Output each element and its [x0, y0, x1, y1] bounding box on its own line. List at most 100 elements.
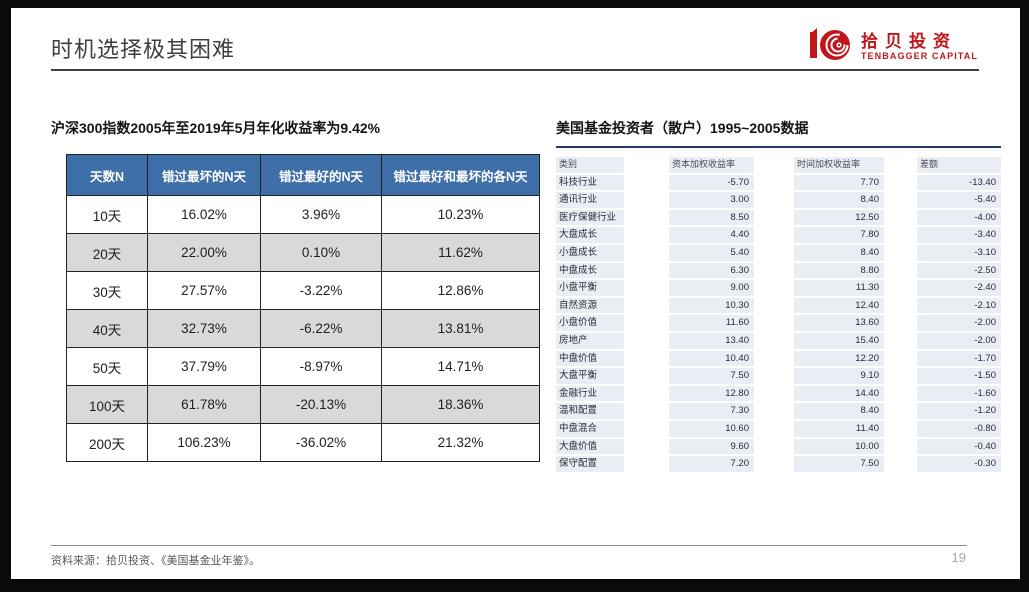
us-fund-table-cell: -0.30	[917, 456, 1001, 472]
hs300-table-cell: 10天	[66, 195, 148, 234]
us-fund-table-cell: -1.60	[917, 385, 1001, 402]
company-logo: 拾贝投资 TENBAGGER CAPITAL	[809, 25, 978, 70]
us-fund-table-cell: 12.50	[794, 209, 884, 226]
hs300-header-cell: 天数N	[66, 154, 148, 196]
us-fund-table-cell: 自然资源	[556, 297, 624, 314]
footer-divider	[51, 545, 967, 546]
us-fund-table-cell: 3.00	[669, 192, 754, 208]
logo-name-en: TENBAGGER CAPITAL	[860, 51, 978, 62]
hs300-table-cell: 20天	[66, 233, 148, 272]
us-fund-table-row: 房地产 13.40 15.40 -2.00	[556, 332, 1001, 349]
us-fund-table-cell: 大盘平衡	[556, 368, 624, 384]
us-fund-table-cell: 8.50	[669, 209, 754, 226]
us-fund-section: 美国基金投资者（散户）1995~2005数据 类别 资本加权收益率 时间加权收益率 差…	[556, 118, 1001, 474]
us-fund-table-cell: 10.60	[669, 420, 754, 437]
us-fund-table-cell: 大盘成长	[556, 227, 624, 243]
us-fund-table-cell: -1.70	[917, 350, 1001, 367]
hs300-table-cell: 37.79%	[147, 347, 261, 386]
us-fund-table-cell: -4.00	[917, 209, 1001, 226]
us-fund-title-divider	[556, 146, 1001, 148]
hs300-table-row: 50天 37.79% -8.97% 14.71%	[66, 347, 540, 386]
us-fund-table-row: 中盘成长 6.30 8.80 -2.50	[556, 262, 1001, 279]
us-fund-header-cell: 差额	[917, 157, 1001, 173]
us-fund-table-cell: 11.40	[794, 420, 884, 437]
us-fund-table-row: 中盘价值 10.40 12.20 -1.70	[556, 350, 1001, 367]
us-fund-table-row: 通讯行业 3.00 8.40 -5.40	[556, 192, 1001, 208]
us-fund-table-cell: 10.40	[669, 350, 754, 367]
us-fund-table-row: 大盘成长 4.40 7.80 -3.40	[556, 227, 1001, 243]
us-fund-table-cell: -2.00	[917, 315, 1001, 331]
us-fund-table-cell: 中盘混合	[556, 420, 624, 437]
hs300-table-row: 100天 61.78% -20.13% 18.36%	[66, 385, 540, 424]
title-divider	[51, 69, 979, 71]
us-fund-table-cell: 温和配置	[556, 403, 624, 419]
us-fund-table-cell: 大盘价值	[556, 438, 624, 455]
us-fund-table-cell: 中盘成长	[556, 262, 624, 279]
us-fund-table-cell: 6.30	[669, 262, 754, 279]
us-fund-table-row: 保守配置 7.20 7.50 -0.30	[556, 456, 1001, 472]
hs300-table-row: 20天 22.00% 0.10% 11.62%	[66, 233, 540, 272]
us-fund-table-cell: 7.20	[669, 456, 754, 472]
us-fund-table-cell: 保守配置	[556, 456, 624, 472]
page-title: 时机选择极其困难	[51, 37, 236, 62]
hs300-table-cell: 106.23%	[147, 423, 261, 462]
us-fund-table-cell: 小盘价值	[556, 315, 624, 331]
hs300-table-cell: 16.02%	[147, 195, 261, 234]
us-fund-table-cell: 7.50	[669, 368, 754, 384]
us-fund-table-cell: 7.30	[669, 403, 754, 419]
us-fund-header-row: 类别 资本加权收益率 时间加权收益率 差额	[556, 157, 1001, 173]
us-fund-table-cell: 通讯行业	[556, 192, 624, 208]
hs300-table-cell: -20.13%	[260, 385, 382, 424]
hs300-table-cell: 13.81%	[381, 309, 540, 348]
hs300-section: 沪深300指数2005年至2019年5月年化收益率为9.42% 天数N 错过最坏的…	[51, 118, 540, 462]
us-fund-table-cell: 12.20	[794, 350, 884, 367]
hs300-table-cell: 0.10%	[260, 233, 382, 272]
us-fund-table-cell: 小盘成长	[556, 244, 624, 261]
us-fund-table-row: 金融行业 12.80 14.40 -1.60	[556, 385, 1001, 402]
us-fund-table-cell: -3.10	[917, 244, 1001, 261]
hs300-table-body: 10天 16.02% 3.96% 10.23% 20天 22.00% 0.10% 11.62%…	[66, 195, 540, 462]
hs300-table-cell: 12.86%	[381, 271, 540, 310]
us-fund-table-row: 中盘混合 10.60 11.40 -0.80	[556, 420, 1001, 437]
hs300-table-row: 10天 16.02% 3.96% 10.23%	[66, 195, 540, 234]
hs300-table-cell: 11.62%	[381, 233, 540, 272]
us-fund-table-cell: -2.50	[917, 262, 1001, 279]
tenbagger-shell-10-icon	[809, 25, 853, 70]
us-fund-table-cell: 8.40	[794, 192, 884, 208]
us-fund-table-cell: -2.10	[917, 297, 1001, 314]
page-number: 19	[951, 550, 966, 565]
us-fund-table-row: 科技行业 -5.70 7.70 -13.40	[556, 174, 1001, 191]
hs300-table-cell: 22.00%	[147, 233, 261, 272]
hs300-header-cell: 错过最好的N天	[260, 154, 382, 196]
us-fund-table-cell: -2.40	[917, 280, 1001, 296]
hs300-header-cell: 错过最好和最坏的各N天	[381, 154, 540, 196]
hs300-table-row: 30天 27.57% -3.22% 12.86%	[66, 271, 540, 310]
us-fund-table-cell: 8.80	[794, 262, 884, 279]
hs300-table-cell: 3.96%	[260, 195, 382, 234]
footer-source: 资料来源：拾贝投资、《美国基金业年鉴》。	[51, 555, 260, 567]
hs300-table-cell: 200天	[66, 423, 148, 462]
us-fund-table-cell: 13.60	[794, 315, 884, 331]
us-fund-table-cell: 7.80	[794, 227, 884, 243]
hs300-table-cell: 10.23%	[381, 195, 540, 234]
us-fund-table-cell: -2.00	[917, 332, 1001, 349]
us-fund-table-row: 小盘价值 11.60 13.60 -2.00	[556, 315, 1001, 331]
us-fund-table-cell: 13.40	[669, 332, 754, 349]
us-fund-table-cell: 4.40	[669, 227, 754, 243]
us-fund-table-cell: -0.40	[917, 438, 1001, 455]
us-fund-table-row: 温和配置 7.30 8.40 -1.20	[556, 403, 1001, 419]
us-fund-table-cell: 8.40	[794, 403, 884, 419]
hs300-table-cell: 21.32%	[381, 423, 540, 462]
us-fund-table-row: 大盘平衡 7.50 9.10 -1.50	[556, 368, 1001, 384]
us-fund-table-cell: 房地产	[556, 332, 624, 349]
us-fund-table-cell: 10.30	[669, 297, 754, 314]
us-fund-table-cell: -1.20	[917, 403, 1001, 419]
hs300-table-cell: 40天	[66, 309, 148, 348]
us-fund-table-cell: -1.50	[917, 368, 1001, 384]
hs300-table-cell: 18.36%	[381, 385, 540, 424]
us-fund-table-cell: 9.60	[669, 438, 754, 455]
us-fund-table-cell: 8.40	[794, 244, 884, 261]
us-fund-table-cell: 中盘价值	[556, 350, 624, 367]
hs300-table-cell: 27.57%	[147, 271, 261, 310]
us-fund-table-cell: 小盘平衡	[556, 280, 624, 296]
